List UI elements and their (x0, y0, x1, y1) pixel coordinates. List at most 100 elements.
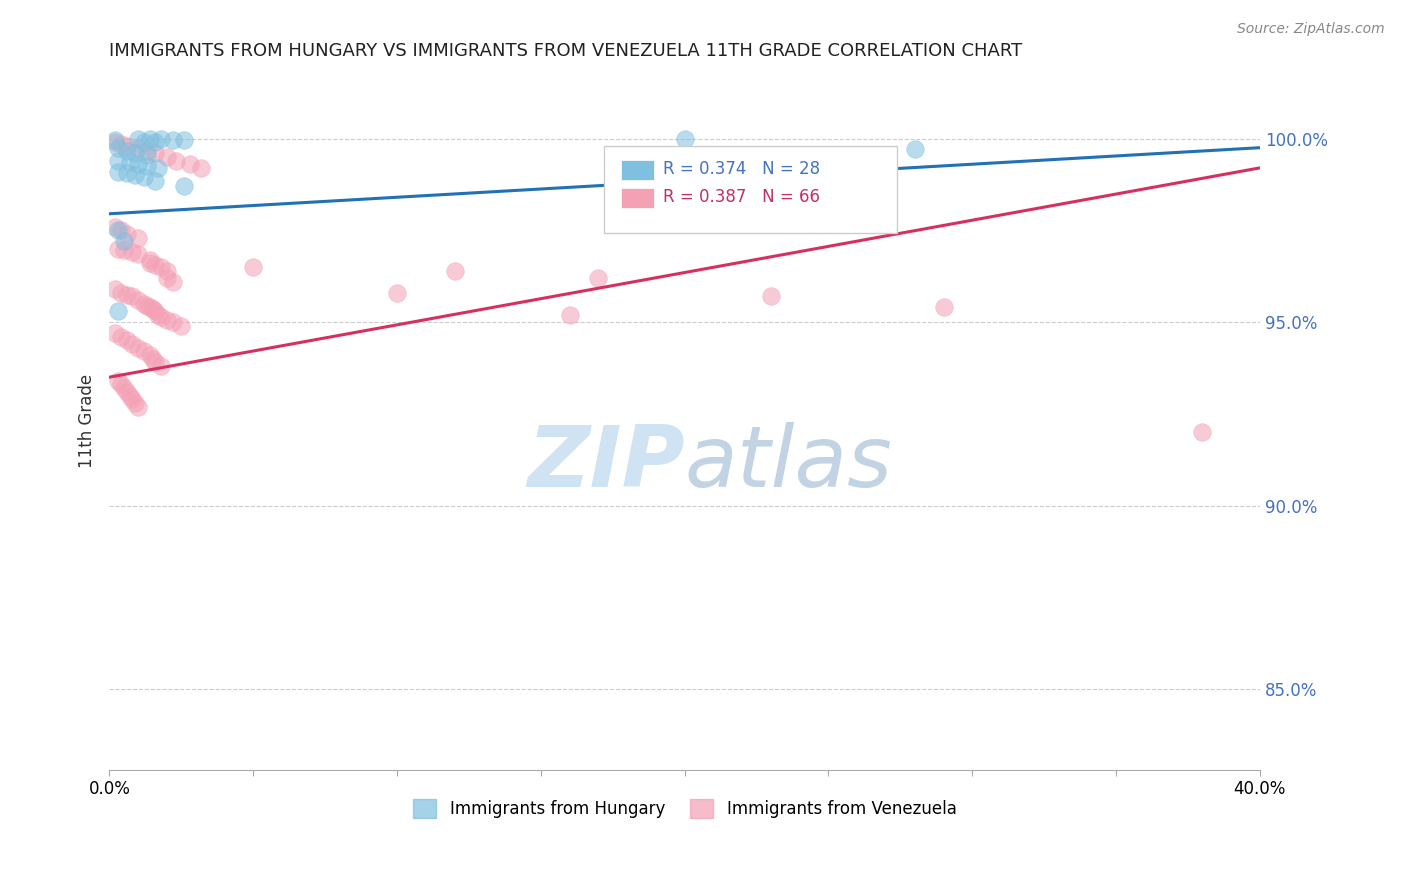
Point (112, 244, 135, 258)
Point (142, 351, 165, 366)
Point (558, 308, 581, 322)
Point (121, 289, 143, 303)
Point (135, 159, 157, 173)
Point (115, 139, 138, 153)
Point (107, 242, 129, 256)
Point (132, 170, 155, 185)
Point (242, 260, 264, 274)
Point (162, 275, 184, 289)
Point (145, 258, 167, 272)
Point (107, 141, 129, 155)
Point (127, 293, 149, 307)
Point (173, 133, 195, 147)
Point (148, 308, 170, 322)
Point (127, 247, 149, 261)
Point (145, 355, 167, 369)
Point (127, 132, 149, 146)
Point (150, 132, 173, 146)
Point (148, 161, 170, 175)
Point (127, 141, 149, 155)
Point (118, 388, 141, 402)
Point (124, 168, 146, 182)
Point (121, 245, 143, 260)
Point (904, 142, 927, 156)
Point (104, 219, 127, 234)
Point (115, 227, 138, 241)
Point (127, 157, 149, 171)
Point (165, 153, 187, 168)
Point (145, 304, 167, 318)
Bar (621, 161, 654, 180)
Point (1191, 425, 1213, 440)
Point (112, 235, 135, 249)
Point (145, 135, 167, 149)
Point (932, 301, 955, 315)
Point (162, 315, 184, 329)
Point (162, 133, 184, 147)
Text: atlas: atlas (685, 422, 893, 505)
Point (138, 348, 160, 362)
Point (190, 161, 212, 175)
Point (127, 400, 149, 414)
Point (135, 299, 157, 313)
Point (115, 145, 138, 159)
Point (138, 132, 160, 146)
Point (104, 282, 127, 296)
Point (145, 174, 167, 188)
Point (104, 133, 127, 147)
Point (121, 337, 143, 351)
Point (673, 132, 696, 146)
Point (104, 135, 127, 149)
Point (127, 341, 149, 355)
Point (156, 313, 179, 327)
Point (110, 223, 132, 237)
Point (107, 304, 129, 318)
Point (124, 396, 146, 410)
Point (173, 179, 195, 194)
Point (156, 263, 179, 277)
Text: R = 0.374   N = 28: R = 0.374 N = 28 (662, 160, 820, 178)
Point (124, 146, 146, 161)
FancyBboxPatch shape (605, 145, 897, 233)
Point (107, 374, 129, 388)
Point (132, 344, 155, 359)
Legend: Immigrants from Hungary, Immigrants from Venezuela: Immigrants from Hungary, Immigrants from… (406, 792, 963, 824)
Point (132, 297, 155, 311)
Point (145, 146, 167, 161)
Point (115, 166, 138, 180)
Point (115, 287, 138, 301)
Point (110, 377, 132, 392)
Point (588, 271, 610, 285)
Point (115, 334, 138, 348)
Point (156, 150, 179, 164)
Bar (621, 188, 654, 208)
Point (150, 260, 173, 274)
Point (150, 310, 173, 324)
Point (104, 326, 127, 340)
Point (132, 135, 155, 149)
Point (150, 359, 173, 373)
Point (385, 285, 408, 300)
Point (107, 223, 129, 237)
Point (170, 318, 193, 333)
Text: Source: ZipAtlas.com: Source: ZipAtlas.com (1237, 22, 1385, 37)
Text: R = 0.387   N = 66: R = 0.387 N = 66 (662, 187, 820, 205)
Point (135, 145, 157, 159)
Point (759, 289, 782, 303)
Point (138, 252, 160, 267)
Text: ZIP: ZIP (527, 422, 685, 505)
Point (110, 136, 132, 151)
Point (443, 263, 465, 277)
Point (135, 148, 157, 162)
Point (118, 155, 141, 169)
Y-axis label: 11th Grade: 11th Grade (79, 374, 96, 468)
Point (110, 330, 132, 344)
Point (179, 157, 201, 171)
Point (138, 301, 160, 315)
Point (110, 285, 132, 300)
Point (156, 271, 179, 285)
Point (121, 392, 143, 407)
Point (112, 381, 135, 395)
Point (115, 384, 138, 399)
Point (142, 302, 165, 317)
